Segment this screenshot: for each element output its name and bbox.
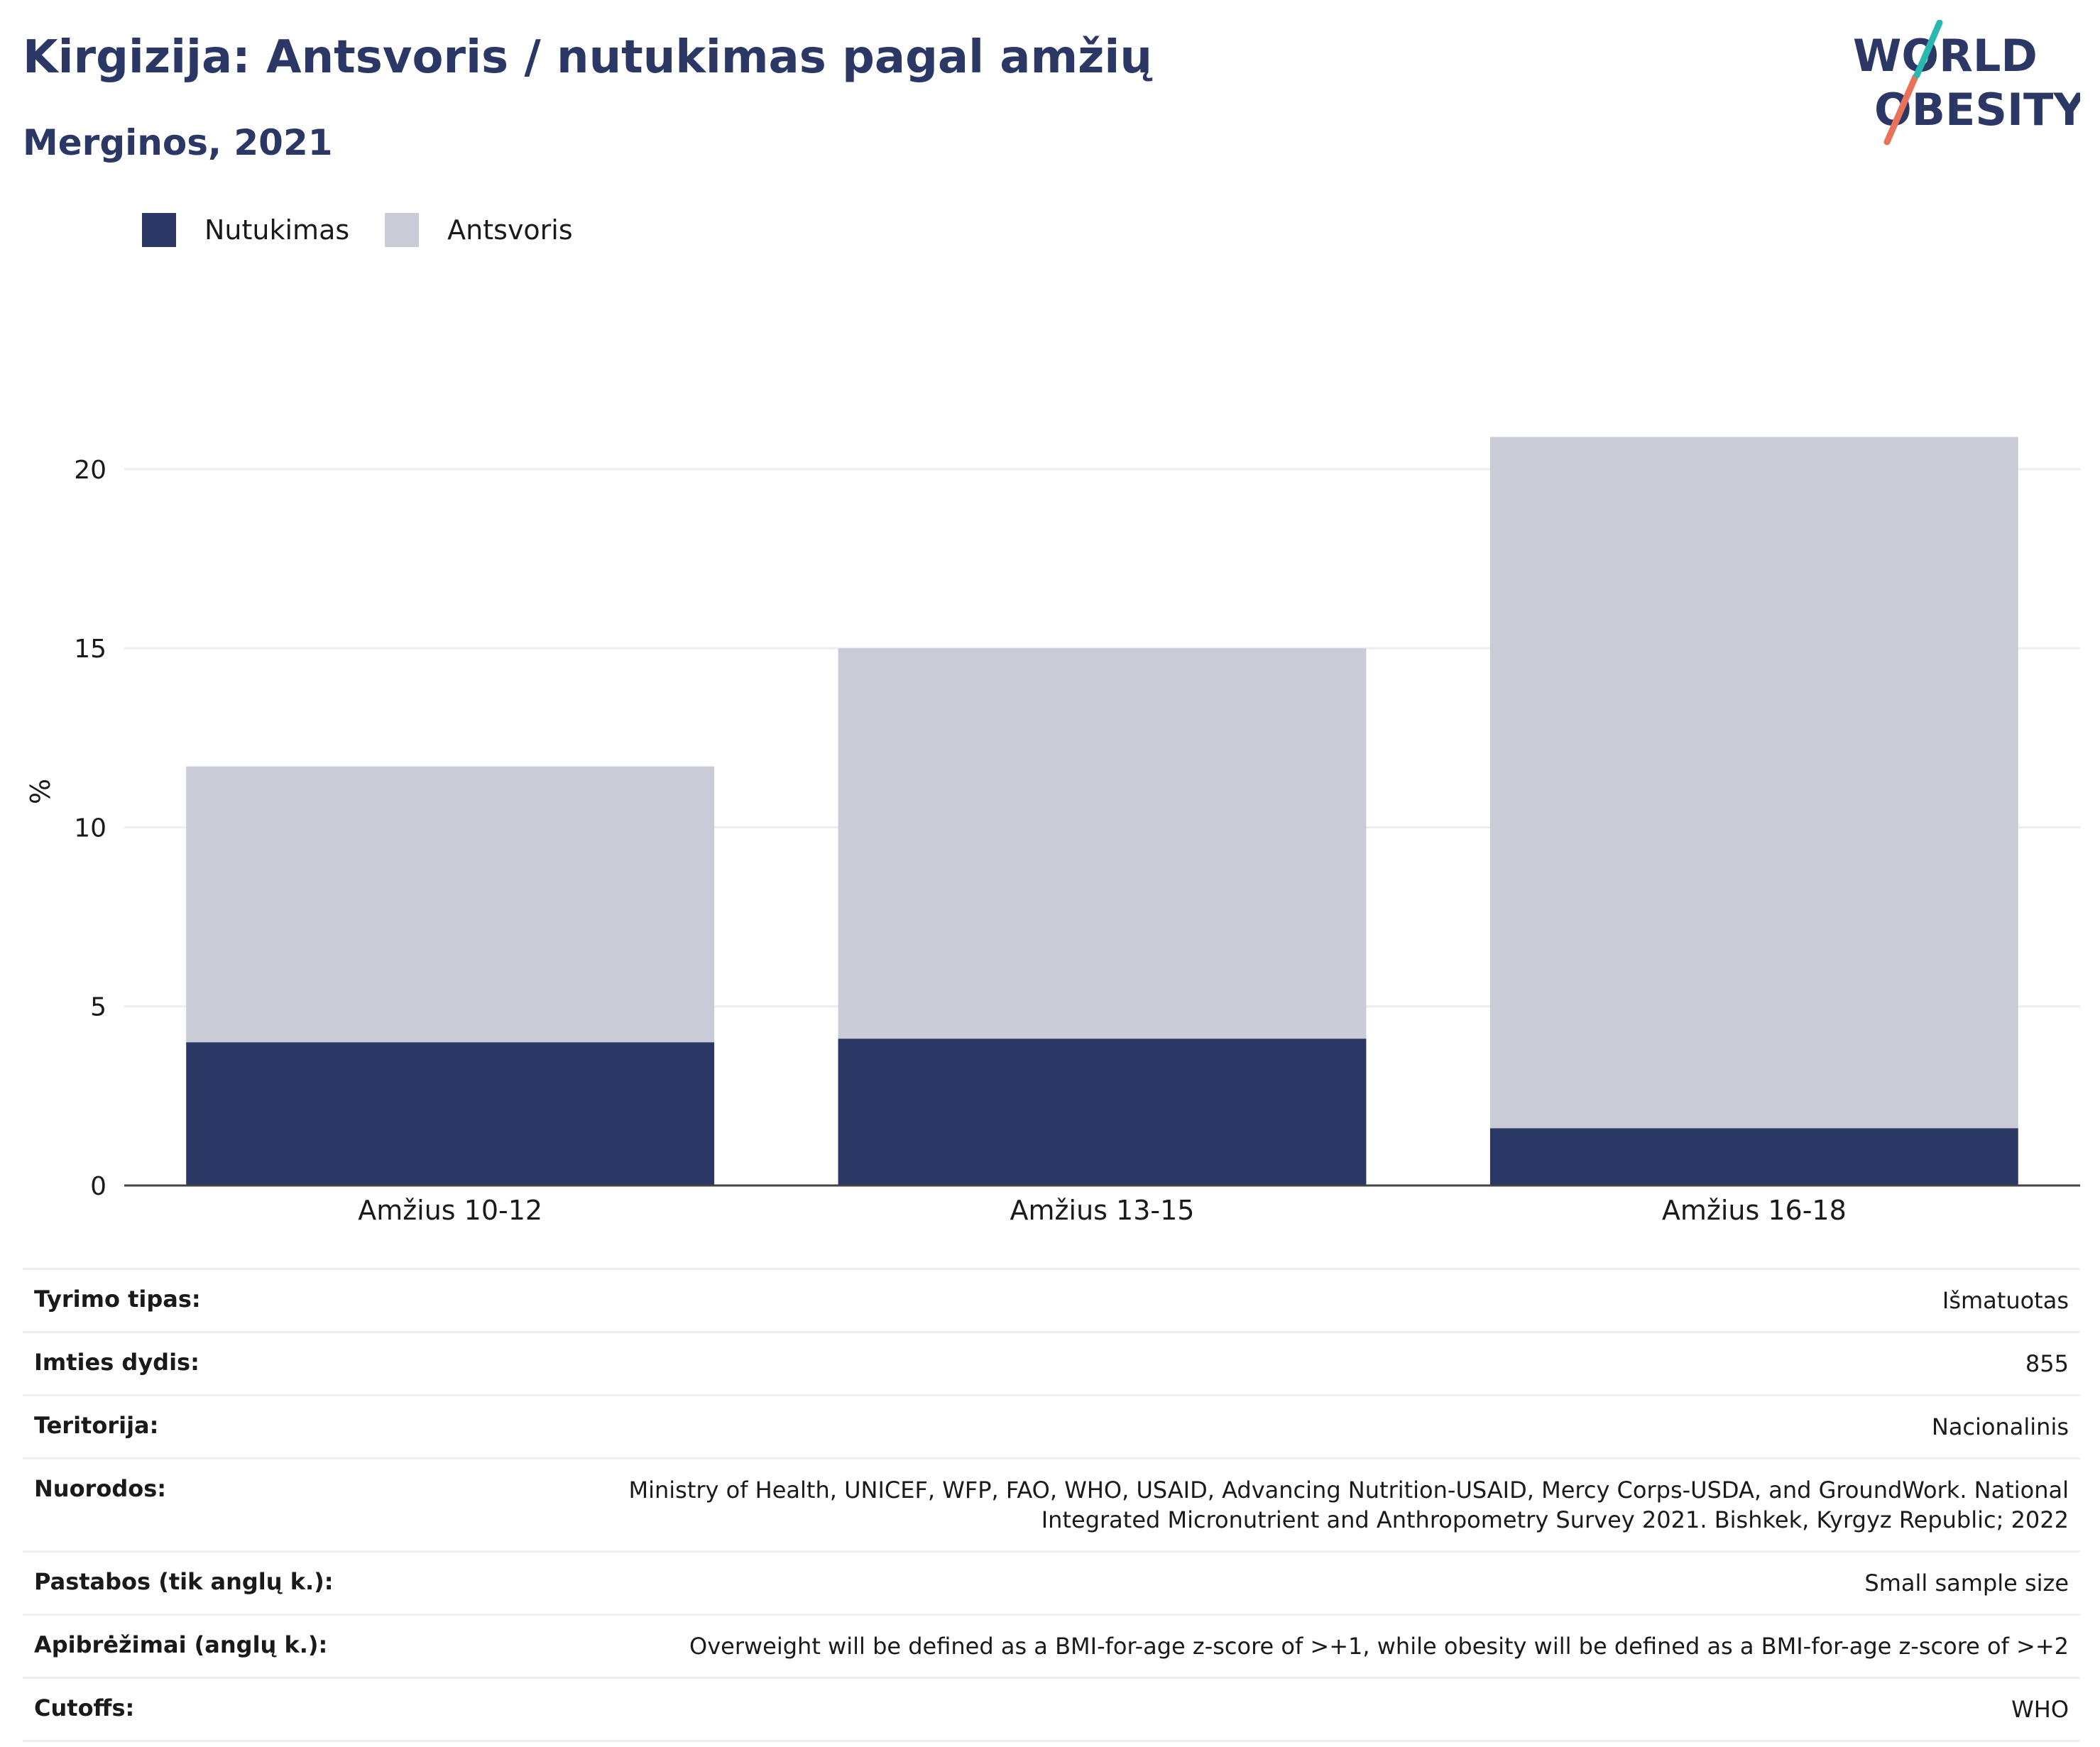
legend-swatch-overweight <box>385 213 420 247</box>
logo-text-obesity: OBESITY <box>1874 84 2080 136</box>
info-value: Išmatuotas <box>1942 1287 2069 1314</box>
logo-slash-teal <box>1913 20 1943 79</box>
info-label: Imties dydis: <box>34 1349 199 1376</box>
info-row-notes: Pastabos (tik anglų k.): Small sample si… <box>23 1550 2080 1614</box>
y-tick-label: 5 <box>90 993 106 1022</box>
info-value: WHO <box>2011 1696 2069 1723</box>
world-obesity-logo: WORLD OBESITY <box>1853 20 2080 146</box>
info-label: Cutoffs: <box>34 1694 135 1721</box>
chart-title: Kirgizija: Antsvoris / nutukimas pagal a… <box>23 31 1152 84</box>
info-label: Apibrėžimai (anglų k.): <box>34 1631 328 1658</box>
info-label: Tyrimo tipas: <box>34 1286 201 1313</box>
logo-text-world: WORLD <box>1853 30 2038 82</box>
bar-overweight <box>186 766 715 1043</box>
x-tick-label: Amžius 13-15 <box>1010 1195 1195 1221</box>
bar-chart: 0 5 10 15 20% Amžius 10-12 Amžius 13-15 Amžius … <box>25 437 2080 1221</box>
info-value: Ministry of Health, UNICEF, WFP, FAO, WH… <box>628 1477 2069 1533</box>
bar-obesity <box>838 1039 1367 1185</box>
logo-slash-coral <box>1883 73 1919 146</box>
chart-subtitle: Merginos, 2021 <box>23 122 333 163</box>
info-value: 855 <box>2025 1350 2069 1377</box>
info-value: Small sample size <box>1864 1570 2069 1597</box>
legend-item-obesity[interactable]: Nutukimas <box>142 213 349 247</box>
info-label: Nuorodos: <box>34 1475 167 1502</box>
y-tick-label: 15 <box>74 635 106 664</box>
y-tick-label: 10 <box>74 814 106 843</box>
bar-obesity <box>186 1042 715 1185</box>
bar-obesity <box>1489 1128 2018 1185</box>
info-row-references: Nuorodos: Ministry of Health, UNICEF, WF… <box>23 1457 2080 1550</box>
info-row-territory: Teritorija: Nacionalinis <box>23 1394 2080 1457</box>
info-label: Pastabos (tik anglų k.): <box>34 1568 334 1595</box>
info-value: Nacionalinis <box>1931 1413 2069 1440</box>
legend-swatch-obesity <box>142 213 176 247</box>
info-row-cutoffs: Cutoffs: WHO <box>23 1677 2080 1742</box>
x-tick-label: Amžius 10-12 <box>358 1195 542 1221</box>
x-tick-label: Amžius 16-18 <box>1662 1195 1847 1221</box>
legend-label-obesity: Nutukimas <box>204 214 350 246</box>
chart-legend: Nutukimas Antsvoris <box>142 213 608 247</box>
info-row-definitions: Apibrėžimai (anglų k.): Overweight will … <box>23 1614 2080 1677</box>
info-row-survey-type: Tyrimo tipas: Išmatuotas <box>23 1268 2080 1331</box>
y-axis-label: % <box>25 779 56 804</box>
y-tick-label: 0 <box>90 1172 106 1201</box>
legend-label-overweight: Antsvoris <box>447 214 573 246</box>
info-value: Overweight will be defined as a BMI-for-… <box>689 1633 2069 1660</box>
info-table: Tyrimo tipas: Išmatuotas Imties dydis: 8… <box>23 1268 2080 1742</box>
info-label: Teritorija: <box>34 1412 159 1439</box>
bar-overweight <box>1489 437 2018 1129</box>
info-row-sample-size: Imties dydis: 855 <box>23 1331 2080 1394</box>
y-tick-label: 20 <box>74 456 106 485</box>
bar-overweight <box>838 648 1367 1039</box>
legend-item-overweight[interactable]: Antsvoris <box>385 213 573 247</box>
